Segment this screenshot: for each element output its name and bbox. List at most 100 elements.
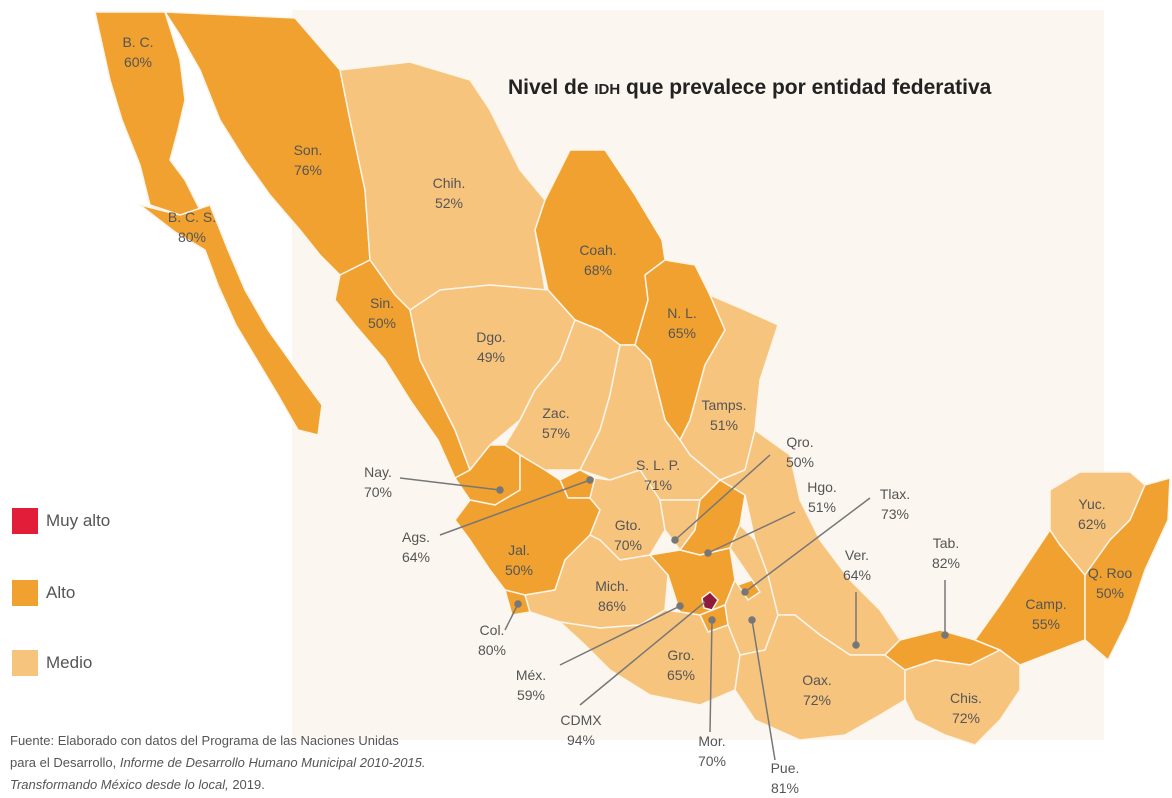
label-tamps-name: Tamps.	[701, 397, 747, 413]
source-note: Fuente: Elaborado con datos del Programa…	[10, 730, 426, 796]
label-tab: Tab. 82%	[932, 533, 960, 573]
label-ags: Ags. 64%	[402, 527, 430, 567]
legend-label-medio: Medio	[46, 653, 93, 672]
leader-dot-pue	[748, 616, 756, 624]
label-qroo-value: 50%	[1095, 585, 1125, 601]
label-camp: Camp. 55%	[1025, 594, 1066, 634]
leader-dot-col	[514, 600, 522, 608]
title-prefix: Nivel de	[508, 76, 595, 99]
leader-dot-ver	[852, 641, 860, 649]
label-son: Son. 76%	[294, 140, 323, 180]
label-gro: Gro. 65%	[667, 645, 695, 685]
label-jal: Jal. 50%	[505, 540, 533, 580]
label-chis-name: Chis.	[950, 690, 982, 706]
label-qro: Qro. 50%	[786, 432, 814, 472]
label-gto-value: 70%	[613, 537, 643, 553]
label-qroo: Q. Roo 50%	[1088, 563, 1132, 603]
label-son-value: 76%	[293, 162, 323, 178]
legend-medio: Medio	[12, 650, 92, 676]
leader-hgo	[707, 511, 796, 554]
legend-muy-alto: Muy alto	[12, 508, 110, 534]
label-mor-name: Mor.	[698, 733, 726, 749]
label-slp: S. L. P. 71%	[636, 455, 680, 495]
source-line-3-suffix: 2019.	[228, 777, 265, 792]
label-cdmx: CDMX 94%	[560, 710, 601, 750]
legend-label-alto: Alto	[46, 583, 76, 602]
label-dgo: Dgo. 49%	[476, 327, 506, 367]
state-qroo[interactable]	[1084, 477, 1171, 661]
state-bc[interactable]	[94, 11, 201, 216]
title-acronym: IDH	[594, 81, 621, 98]
label-bcs-name: B. C. S.	[167, 209, 217, 225]
label-son-name: Son.	[293, 142, 323, 158]
label-coah: Coah. 68%	[579, 240, 616, 280]
label-zac: Zac. 57%	[542, 403, 570, 443]
label-nay-value: 70%	[363, 484, 393, 500]
state-gto[interactable]	[589, 469, 666, 561]
leader-dot-ags	[586, 476, 594, 484]
label-zac-value: 57%	[541, 425, 571, 441]
label-bc-value: 60%	[123, 54, 153, 70]
leader-dot-tlax	[741, 588, 749, 596]
label-camp-name: Camp.	[1025, 596, 1067, 612]
label-gto: Gto. 70%	[614, 515, 642, 555]
label-bcs: B. C. S. 80%	[168, 207, 216, 247]
label-slp-value: 71%	[643, 477, 673, 493]
state-cdmx[interactable]	[701, 591, 719, 611]
label-nay-name: Nay.	[364, 464, 392, 480]
label-nl-name: N. L.	[667, 305, 697, 321]
label-pue: Pue. 81%	[771, 758, 800, 798]
leader-ags	[439, 479, 591, 536]
leader-pue	[751, 619, 776, 761]
label-bc-name: B. C.	[122, 34, 154, 50]
label-dgo-name: Dgo.	[476, 329, 506, 345]
legend-swatch-alto	[12, 580, 38, 606]
label-dgo-value: 49%	[476, 349, 506, 365]
label-qro-name: Qro.	[786, 434, 814, 450]
label-ver-value: 64%	[842, 567, 872, 583]
label-yuc-name: Yuc.	[1078, 496, 1106, 512]
label-jal-value: 50%	[504, 562, 534, 578]
legend-alto: Alto	[12, 580, 75, 606]
label-tab-name: Tab.	[932, 535, 960, 551]
label-mex-name: Méx.	[515, 667, 547, 683]
label-ags-value: 64%	[401, 549, 431, 565]
label-hgo-value: 51%	[807, 499, 837, 515]
label-sin: Sin. 50%	[368, 293, 396, 333]
source-line-1: Fuente: Elaborado con datos del Programa…	[10, 733, 399, 748]
label-yuc: Yuc. 62%	[1078, 494, 1106, 534]
label-mor: Mor. 70%	[698, 731, 726, 771]
label-mich-value: 86%	[597, 598, 627, 614]
state-chis[interactable]	[904, 649, 1021, 746]
label-chis-value: 72%	[951, 710, 981, 726]
label-ags-name: Ags.	[401, 529, 430, 545]
label-col-value: 80%	[477, 642, 507, 658]
label-jal-name: Jal.	[508, 542, 530, 558]
leader-qro	[674, 454, 771, 541]
label-mex-value: 59%	[516, 687, 546, 703]
leader-nay	[399, 477, 501, 491]
label-sin-value: 50%	[367, 315, 397, 331]
label-tlax-name: Tlax.	[879, 486, 911, 502]
label-gro-name: Gro.	[667, 647, 695, 663]
label-tamps: Tamps. 51%	[701, 395, 746, 435]
label-ver-name: Ver.	[844, 547, 870, 563]
label-mex: Méx. 59%	[516, 665, 546, 705]
state-bcs[interactable]	[139, 204, 323, 436]
label-chih-value: 52%	[434, 195, 464, 211]
label-chih: Chih. 52%	[433, 173, 466, 213]
state-gro[interactable]	[559, 609, 741, 706]
label-bcs-value: 80%	[177, 229, 207, 245]
label-pue-value: 81%	[770, 780, 800, 796]
source-line-2-italic: Informe de Desarrollo Humano Municipal 2…	[119, 755, 426, 770]
label-hgo: Hgo. 51%	[807, 477, 837, 517]
label-col: Col. 80%	[478, 620, 506, 660]
label-nl: N. L. 65%	[667, 303, 697, 343]
label-sin-name: Sin.	[369, 295, 395, 311]
leader-mex	[559, 605, 681, 666]
label-pue-name: Pue.	[770, 760, 800, 776]
label-chis: Chis. 72%	[950, 688, 982, 728]
label-oax: Oax. 72%	[802, 670, 832, 710]
label-chih-name: Chih.	[432, 175, 466, 191]
leader-dot-qro	[671, 536, 679, 544]
